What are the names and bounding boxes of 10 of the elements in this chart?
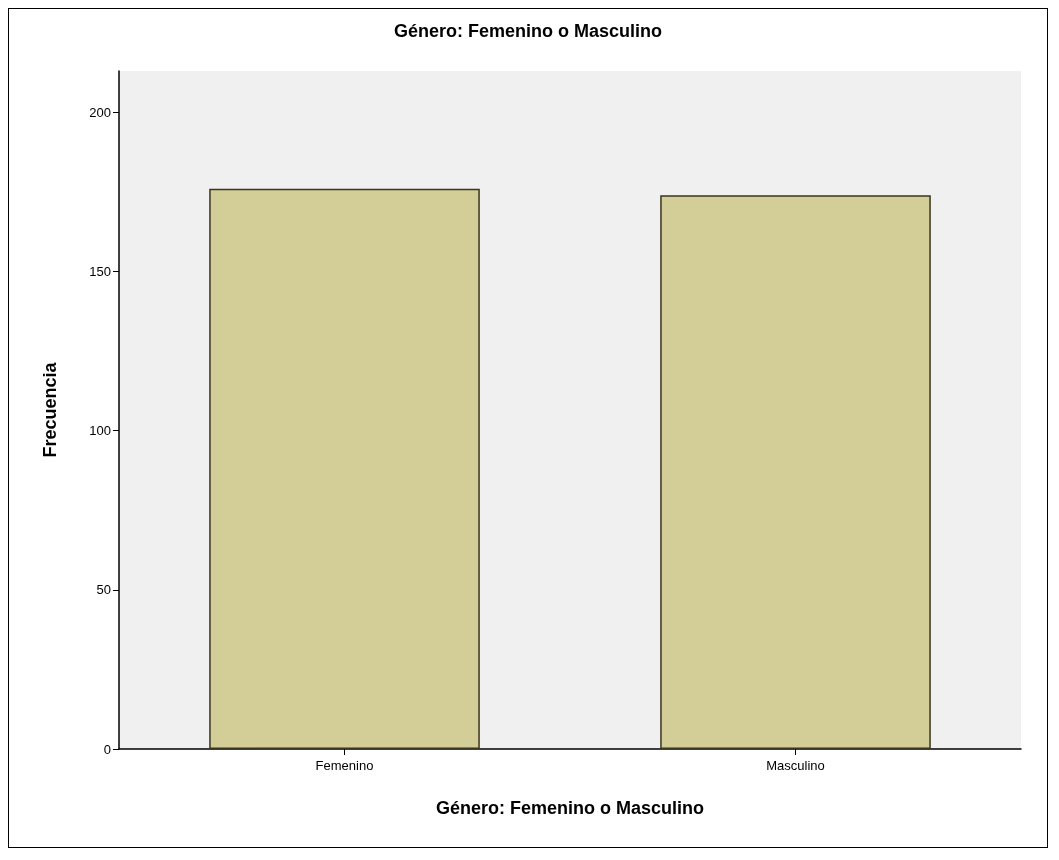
y-axis-title: Frecuencia — [40, 361, 60, 458]
y-tick-label: 100 — [89, 423, 111, 439]
x-tick-label: Femenino — [315, 758, 374, 773]
chart-title: Género: Femenino o Masculino — [393, 21, 663, 41]
x-axis-title: Género: Femenino o Masculino — [435, 798, 705, 818]
y-tick-label: 150 — [89, 264, 111, 280]
y-tick-label: 50 — [96, 582, 111, 598]
x-tick-label: Masculino — [766, 758, 825, 773]
y-tick-label: 200 — [89, 104, 111, 120]
y-tick-label: 0 — [103, 741, 111, 757]
